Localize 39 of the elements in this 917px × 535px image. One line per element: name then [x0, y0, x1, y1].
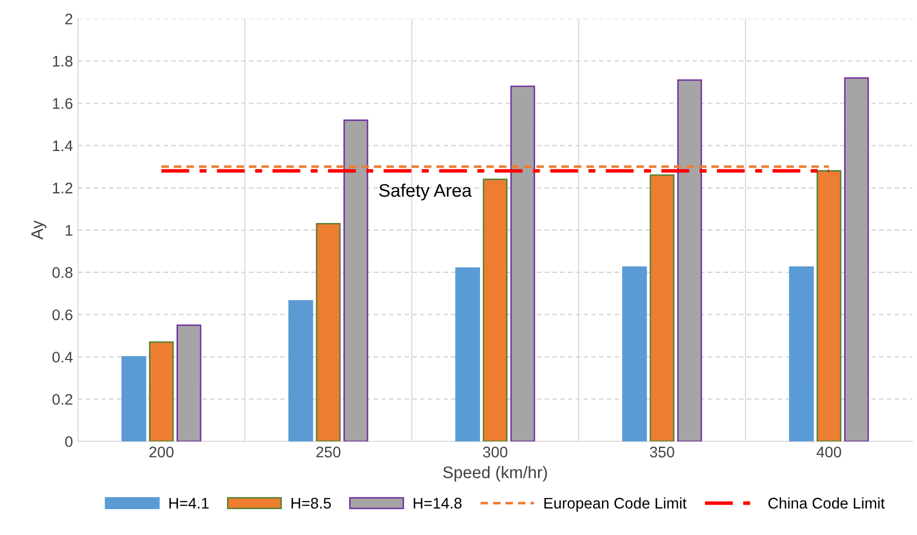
- x-tick-label: 350: [650, 446, 674, 458]
- bar: [316, 223, 341, 442]
- x-tick-label: 400: [816, 446, 842, 458]
- annotation: Safety Area: [379, 184, 472, 200]
- legend-label: H=8.5: [292, 498, 331, 509]
- bar: [482, 178, 508, 442]
- x-tick-label: 200: [149, 446, 174, 458]
- legend-label: European Code Limit: [544, 497, 687, 512]
- x-axis-title: Speed (km/hr): [443, 466, 547, 482]
- y-tick-label: 0.8: [52, 267, 72, 278]
- legend-label: H=14.8: [414, 498, 462, 509]
- bar: [455, 267, 480, 442]
- y-tick-label: 1.2: [53, 182, 72, 194]
- y-axis-title: Ay: [31, 220, 46, 240]
- bar: [121, 356, 146, 442]
- bar: [288, 300, 314, 442]
- bar: [650, 174, 674, 442]
- bar: [149, 341, 174, 442]
- bar: [343, 119, 368, 442]
- bar: [789, 266, 814, 442]
- bar: [844, 77, 869, 442]
- legend-label: H=4.1: [169, 498, 209, 508]
- y-tick-label: 1: [66, 225, 72, 236]
- y-tick-label: 0.6: [52, 309, 72, 320]
- bar: [816, 170, 842, 442]
- y-tick-label: 2: [65, 14, 72, 24]
- bar: [677, 79, 702, 442]
- y-tick-label: 1.6: [53, 98, 72, 109]
- x-tick-label: 250: [316, 446, 340, 458]
- y-tick-label: 1.8: [53, 56, 72, 67]
- bar: [622, 266, 647, 442]
- bar: [510, 86, 536, 442]
- y-tick-label: 0: [65, 436, 72, 448]
- y-tick-label: 1.4: [53, 140, 73, 152]
- y-tick-label: 0.4: [52, 352, 73, 363]
- legend-label: China Code Limit: [768, 497, 885, 509]
- x-tick-label: 300: [483, 446, 508, 458]
- y-tick-label: 0.2: [52, 394, 72, 405]
- bar: [176, 324, 202, 442]
